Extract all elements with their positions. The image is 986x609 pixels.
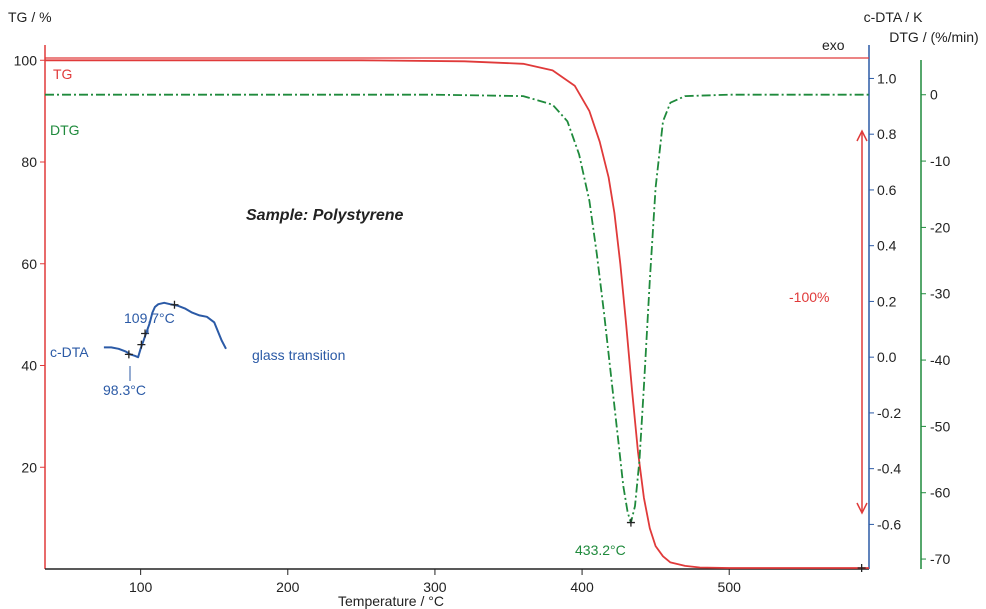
cdta-tick-label-5: 0.0 [877, 349, 897, 365]
glass-transition-label: glass transition [252, 347, 345, 363]
x-tick-label-4: 500 [718, 579, 742, 595]
dtg-tick-label-4: -40 [930, 352, 950, 368]
x-tick-label-1: 200 [276, 579, 300, 595]
cdta-tick-label-4: 0.2 [877, 293, 897, 309]
dtg-tick-label-0: 0 [930, 87, 938, 103]
mass-change-arrow [856, 129, 868, 515]
data-marker-0 [124, 350, 133, 359]
sample-label: Sample: Polystyrene [246, 207, 404, 224]
cdta-tick-label-7: -0.4 [877, 461, 901, 477]
cdta-tick-label-6: -0.2 [877, 405, 901, 421]
dtg-tick-label-3: -30 [930, 286, 950, 302]
dtg-tick-label-7: -70 [930, 551, 950, 567]
x-tick-label-0: 100 [129, 579, 153, 595]
series-line-dtg [45, 93, 869, 524]
dtg-tick-label-1: -10 [930, 153, 950, 169]
tg-tick-label-1: 40 [21, 358, 37, 374]
dtg-peak-label: 433.2°C [575, 542, 626, 558]
cdta-tick-label-2: 0.6 [877, 182, 897, 198]
data-marker-5 [857, 563, 866, 572]
peak-mid-label: 109.7°C [124, 310, 175, 326]
tg-tick-label-2: 60 [21, 256, 37, 272]
cdta-tick-label-0: 1.0 [877, 70, 897, 86]
x-tick-label-2: 300 [423, 579, 447, 595]
cdta-axis-title: c-DTA / K [864, 9, 924, 25]
tg-tick-label-0: 20 [21, 459, 37, 475]
cdta-series-label: c-DTA [50, 344, 89, 360]
tg-tick-label-3: 80 [21, 154, 37, 170]
cdta-tick-label-1: 0.8 [877, 126, 897, 142]
dtg-series-label: DTG [50, 122, 80, 138]
mass-change-label: -100% [789, 289, 829, 305]
x-tick-label-3: 400 [570, 579, 594, 595]
ticks-layer: 100 200 300 400 500 20 40 60 80 100 1.0 0.8 0.6 0.4 0.… [14, 52, 951, 595]
dtg-tick-label-5: -50 [930, 418, 950, 434]
marker-layer [124, 300, 866, 572]
tg-axis-title: TG / % [8, 9, 52, 25]
exo-label: exo [822, 37, 845, 53]
x-axis-title: Temperature / °C [338, 593, 444, 609]
dtg-tick-label-6: -60 [930, 485, 950, 501]
data-marker-1 [137, 340, 146, 349]
peak-onset-label: 98.3°C [103, 382, 146, 398]
dtg-axis-title: DTG / (%/min) [889, 29, 978, 45]
cdta-tick-label-8: -0.6 [877, 516, 901, 532]
data-marker-3 [170, 300, 179, 309]
data-marker-4 [626, 518, 635, 527]
series-line-tg [45, 59, 869, 569]
tg-tick-label-4: 100 [14, 52, 38, 68]
dtg-tick-label-2: -20 [930, 219, 950, 235]
tg-series-label: TG [53, 66, 72, 82]
cdta-tick-label-3: 0.4 [877, 238, 897, 254]
